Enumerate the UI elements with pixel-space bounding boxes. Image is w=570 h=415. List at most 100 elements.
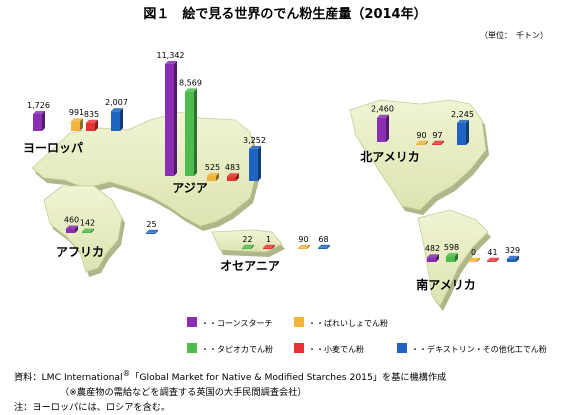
legend-item-corn: ・・コーンスターチ xyxy=(187,317,272,328)
bar-other xyxy=(318,244,330,249)
bar-top xyxy=(146,229,158,233)
value-label-corn: 2,460 xyxy=(371,105,394,114)
bar-corn xyxy=(33,110,45,131)
legend-item-tapioca: ・・タピオカでん粉 xyxy=(187,343,273,354)
bar-side xyxy=(425,140,428,145)
bar-side xyxy=(174,61,177,176)
bar-side xyxy=(516,255,519,262)
bar-top xyxy=(457,119,469,123)
region-label: ヨーロッパ xyxy=(23,141,83,155)
footnote: 注：ヨーロッパには、ロシアを含む。 xyxy=(14,402,171,414)
bar-top xyxy=(86,119,98,123)
bar-tapioca xyxy=(82,228,94,233)
bar-side xyxy=(258,145,261,181)
unit-label: （単位： 千トン） xyxy=(480,30,548,40)
bar-wheat xyxy=(487,257,499,262)
bar-front xyxy=(33,113,42,131)
legend-item-potato: ・・ばれいしょでん粉 xyxy=(294,317,388,328)
value-label-other: 2,245 xyxy=(451,110,474,119)
bar-side xyxy=(466,119,469,145)
source-prefix: 資料：LMC International xyxy=(14,372,123,384)
legend: ・・コーンスターチ ・・ばれいしょでん粉・・タピオカでん粉 ・・小麦でん粉 ・・デキス… xyxy=(187,317,547,354)
bar-potato xyxy=(298,244,310,249)
bar-front xyxy=(416,143,425,145)
bar-front xyxy=(71,121,80,131)
bar-top xyxy=(446,253,458,257)
bar-corn xyxy=(377,114,389,142)
value-label-other: 329 xyxy=(505,246,520,255)
bar-side xyxy=(42,110,45,131)
bar-front xyxy=(298,247,307,249)
notes: 資料：LMC International®「Global Market for … xyxy=(14,366,564,415)
value-label-potato: 90 xyxy=(298,235,308,244)
bar-side xyxy=(251,244,254,249)
legend-label: ・・コーンスターチ xyxy=(201,319,272,328)
legend-swatch xyxy=(294,317,304,327)
bar-side xyxy=(386,114,389,142)
registered-mark: ® xyxy=(122,369,131,378)
value-label-other: 2,007 xyxy=(105,98,128,107)
source-subnote: （※農産物の需給などを調査する英国の大手民間調査会社） xyxy=(60,387,307,399)
source-line: 資料：LMC International®「Global Market for … xyxy=(14,366,564,385)
bar-wheat xyxy=(263,244,275,249)
source-title: 「Global Market for Native & Modified Sta… xyxy=(130,372,447,384)
bar-side xyxy=(455,253,458,262)
value-label-wheat: 483 xyxy=(225,163,240,172)
bar-corn xyxy=(66,225,78,233)
bar-top xyxy=(427,254,439,258)
bar-top xyxy=(487,257,499,261)
bar-front xyxy=(66,228,75,233)
bar-front xyxy=(468,260,477,262)
bar-side xyxy=(477,257,480,262)
bar-tapioca xyxy=(185,88,197,176)
bar-top xyxy=(242,244,254,248)
legend-swatch xyxy=(294,343,304,353)
bar-potato xyxy=(416,140,428,145)
bar-front xyxy=(427,257,436,262)
bar-side xyxy=(216,172,219,181)
region-label: 北アメリカ xyxy=(360,149,419,164)
value-label-other: 3,252 xyxy=(243,136,266,145)
bar-side xyxy=(95,119,98,131)
value-label-corn: 1,726 xyxy=(27,101,50,110)
bar-front xyxy=(432,143,441,145)
bar-wheat xyxy=(432,140,444,145)
bar-top xyxy=(468,257,480,261)
bar-front xyxy=(318,247,327,249)
bar-side xyxy=(91,228,94,233)
legend-swatch xyxy=(187,317,197,327)
bar-side xyxy=(441,140,444,145)
bar-front xyxy=(377,117,386,142)
bar-top xyxy=(263,244,275,248)
value-label-corn: 11,342 xyxy=(157,51,185,60)
legend-label: ・・タピオカでん粉 xyxy=(201,344,273,354)
bar-front xyxy=(446,256,455,262)
bar-top xyxy=(507,255,519,259)
legend-swatch xyxy=(187,343,197,353)
bar-front xyxy=(507,258,516,262)
value-label-wheat: 97 xyxy=(432,131,442,140)
value-label-tapioca: 598 xyxy=(444,243,459,252)
bar-top xyxy=(111,108,123,112)
region-label: 南アメリカ xyxy=(416,277,475,292)
bar-front xyxy=(165,64,174,176)
bar-front xyxy=(487,260,496,262)
bar-side xyxy=(194,88,197,176)
bar-top xyxy=(66,225,78,229)
value-label-wheat: 1 xyxy=(266,235,271,244)
legend-swatch xyxy=(397,343,407,353)
bar-side xyxy=(436,254,439,262)
bar-other xyxy=(507,255,519,262)
bar-corn xyxy=(427,254,439,262)
value-label-tapioca: 8,569 xyxy=(179,78,202,87)
bar-side xyxy=(272,244,275,249)
value-label-other: 68 xyxy=(318,235,328,244)
bar-front xyxy=(82,231,91,233)
bar-side xyxy=(155,229,158,234)
bar-front xyxy=(111,111,120,131)
chart-title: 図１ 絵で見る世界のでん粉生産量（2014年） xyxy=(143,6,426,22)
bar-other xyxy=(146,229,158,234)
bar-side xyxy=(75,225,78,233)
bar-potato xyxy=(71,118,83,131)
